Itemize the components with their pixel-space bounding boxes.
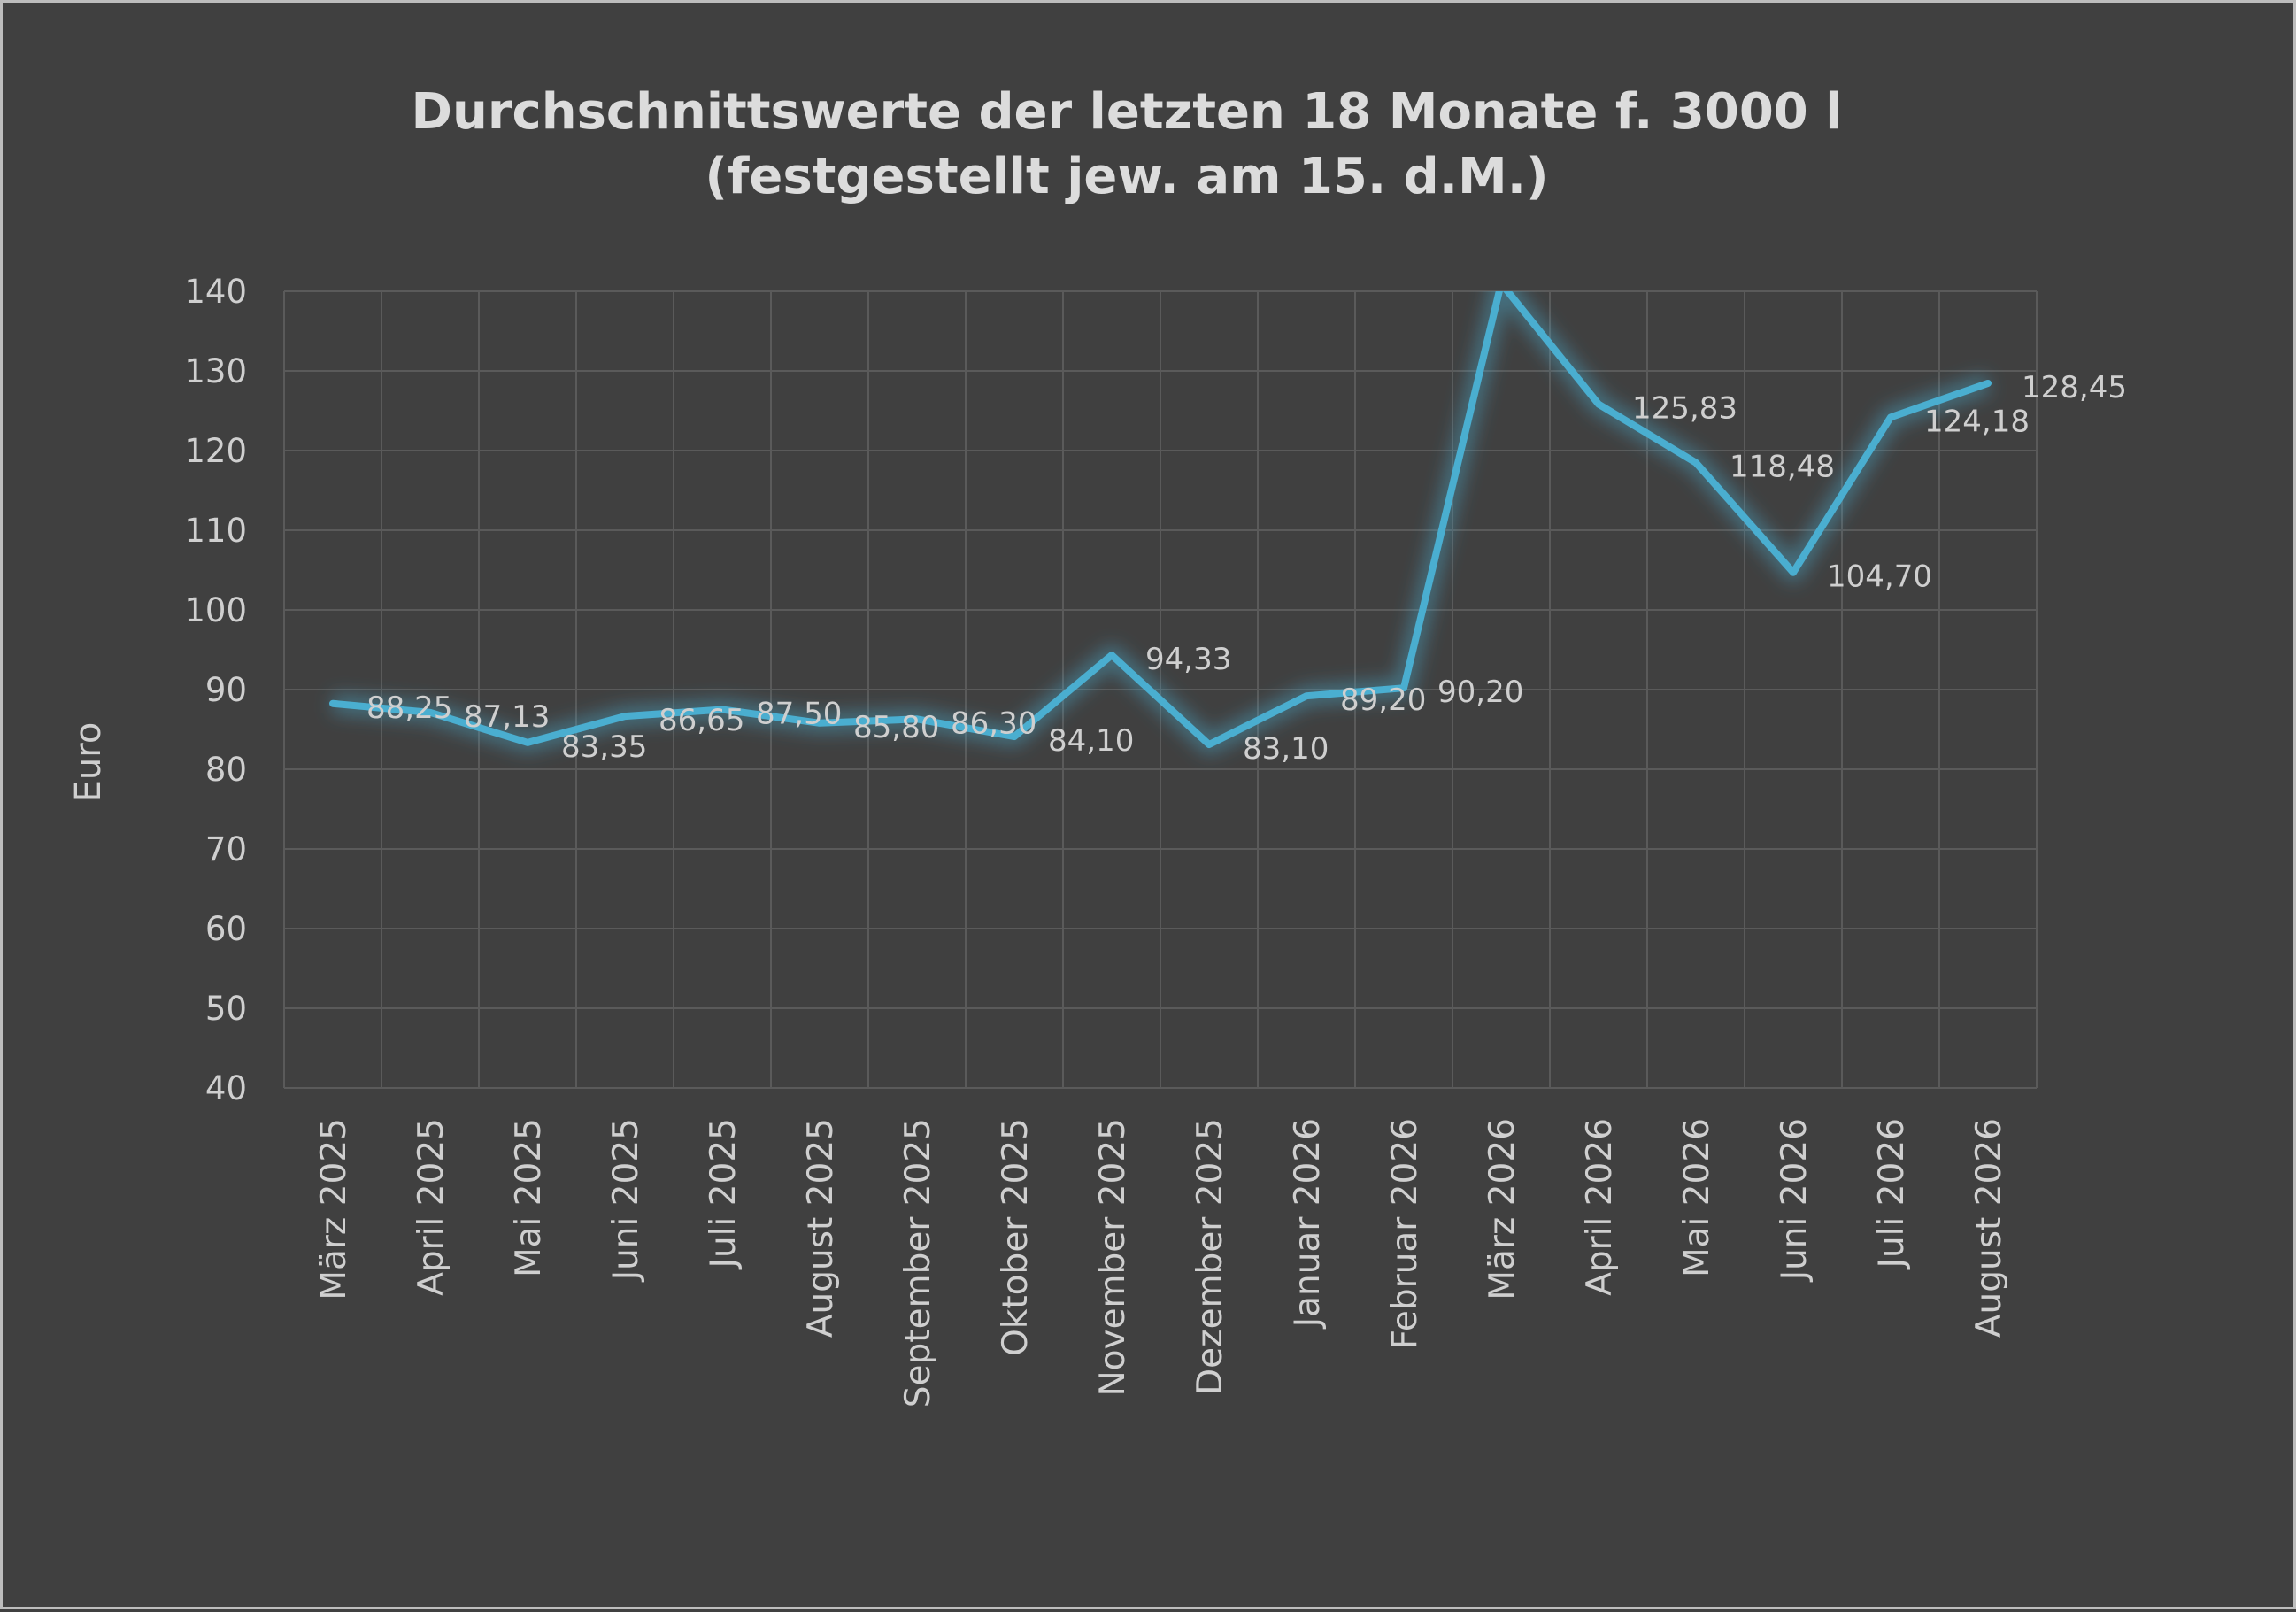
data-label: 84,10 [1048,723,1134,759]
data-label: 125,83 [1632,391,1737,427]
x-tick-label: März 2025 [314,1118,354,1300]
data-label: 83,35 [561,729,647,765]
data-label: 86,30 [951,706,1036,741]
y-tick-label: 120 [184,432,247,470]
data-label: 124,18 [1924,404,2030,439]
x-tick-label: Mai 2026 [1677,1118,1717,1277]
y-tick-label: 80 [205,751,247,789]
y-tick-label: 70 [205,830,247,868]
data-label: 118,48 [1730,450,1835,485]
x-tick-label: August 2025 [801,1118,841,1338]
x-tick-label: Juli 2026 [1872,1118,1912,1271]
x-axis-ticks: März 2025 April 2025 Mai 2025 Juni 2025 Juli… [314,1118,2009,1408]
series-path [329,291,1992,749]
x-tick-label: August 2026 [1969,1118,2009,1338]
x-tick-label: Mai 2025 [509,1118,549,1277]
x-tick-label: Juli 2025 [704,1118,744,1271]
x-tick-label: Juni 2025 [606,1118,646,1283]
y-tick-label: 110 [184,512,247,550]
data-label: 128,45 [2022,370,2127,405]
chart-title: Durchschnittswerte der letzten 18 Monate… [3,81,2251,210]
x-tick-label: März 2026 [1483,1118,1522,1300]
data-label: 90,20 [1437,675,1523,710]
data-labels: 88,25 87,13 83,35 86,65 87,50 85,80 86,30 84,10… [366,370,2127,767]
y-tick-label: 40 [205,1069,247,1107]
y-tick-label: 130 [184,352,247,390]
x-tick-label: Dezember 2025 [1190,1118,1230,1395]
data-label: 86,65 [659,703,744,738]
data-label: 89,20 [1340,683,1426,718]
y-axis-ticks: 40 50 60 70 80 90 100 110 120 130 140 [184,273,247,1107]
x-tick-label: Januar 2026 [1288,1118,1328,1330]
series-line [329,291,1992,755]
y-tick-label: 90 [205,671,247,709]
y-tick-label: 100 [184,591,247,629]
data-label: 104,70 [1827,559,1932,595]
chart-subtitle: (festgestellt jew. am 15. d.M.) [705,147,1549,205]
x-tick-label: Februar 2026 [1385,1118,1425,1349]
data-label: 94,33 [1145,642,1231,677]
data-label: 88,25 [366,690,452,726]
x-tick-label: September 2025 [898,1118,938,1408]
y-axis-label: Euro [68,722,109,803]
y-tick-label: 60 [205,910,247,948]
data-label: 85,80 [853,710,939,745]
x-tick-label: April 2025 [412,1118,451,1296]
line-chart: 40 50 60 70 80 90 100 110 120 130 140 März 2025 Apr… [68,273,2127,1408]
x-tick-label: Juni 2026 [1775,1118,1814,1283]
x-tick-label: April 2026 [1580,1118,1620,1296]
chart-title-line-1: Durchschnittswerte der letzten 18 Monate… [411,83,1843,141]
y-tick-label: 50 [205,990,247,1028]
x-tick-label: November 2025 [1093,1118,1133,1397]
x-tick-label: Oktober 2025 [996,1118,1036,1356]
data-label: 87,50 [756,697,842,732]
data-label: 87,13 [464,699,550,735]
data-label: 83,10 [1243,731,1329,767]
y-tick-label: 140 [184,273,247,311]
